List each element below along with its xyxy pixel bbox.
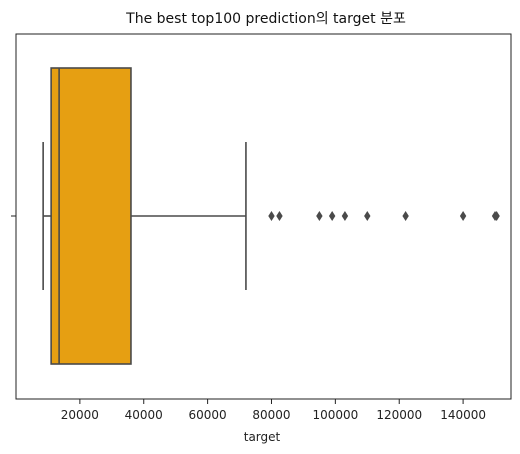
outlier-point — [316, 211, 323, 221]
outlier-point — [493, 211, 500, 221]
x-tick-label: 100000 — [312, 408, 358, 422]
x-tick-label: 20000 — [61, 408, 99, 422]
x-axis-ticks: 20000 40000 60000 80000 100000 120000 140000 — [11, 215, 486, 422]
outlier-point — [341, 211, 349, 221]
outlier-point — [364, 211, 371, 221]
outlier-point — [268, 211, 275, 221]
plot-area — [15, 33, 512, 400]
x-axis-label: target — [244, 430, 281, 444]
outlier-point — [276, 211, 283, 221]
chart-title: The best top100 prediction의 target 분포 — [125, 11, 406, 27]
outlier-point — [459, 211, 467, 221]
x-tick-label: 140000 — [440, 408, 486, 422]
outlier-point — [328, 211, 336, 221]
x-tick-label: 40000 — [125, 408, 163, 422]
outlier-point — [402, 211, 409, 221]
x-tick-label: 120000 — [376, 408, 422, 422]
iqr-box — [50, 67, 132, 365]
x-tick-label: 60000 — [189, 408, 227, 422]
x-tick-label: 80000 — [252, 408, 290, 422]
